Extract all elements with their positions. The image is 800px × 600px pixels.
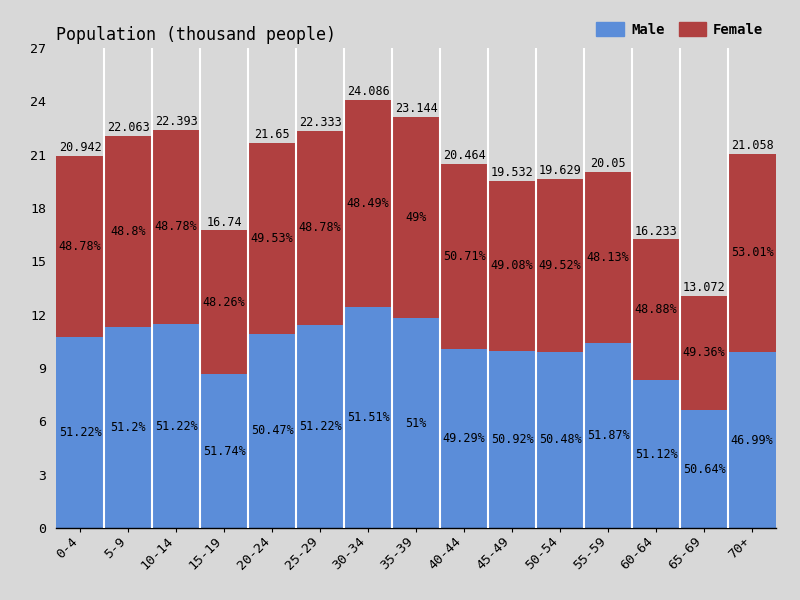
Bar: [632, 380, 680, 528]
Bar: [104, 136, 152, 327]
Text: 22.063: 22.063: [106, 121, 150, 134]
Bar: [584, 172, 632, 343]
Text: 51.51%: 51.51%: [346, 411, 390, 424]
Bar: [632, 239, 680, 380]
Text: 22.333: 22.333: [298, 116, 342, 129]
Text: 49%: 49%: [406, 211, 426, 224]
Bar: [344, 307, 392, 528]
Bar: [296, 325, 344, 528]
Text: 51.22%: 51.22%: [58, 426, 102, 439]
Text: 20.464: 20.464: [442, 149, 486, 163]
Text: 50.92%: 50.92%: [490, 433, 534, 446]
Text: 49.08%: 49.08%: [490, 259, 534, 272]
Text: 19.532: 19.532: [490, 166, 534, 179]
Text: 21.058: 21.058: [730, 139, 774, 152]
Bar: [56, 337, 104, 528]
Bar: [488, 181, 536, 351]
Text: 51.2%: 51.2%: [110, 421, 146, 434]
Bar: [728, 154, 776, 352]
Text: 49.29%: 49.29%: [442, 432, 486, 445]
Text: 19.629: 19.629: [538, 164, 582, 177]
Text: 48.26%: 48.26%: [202, 296, 246, 309]
Text: 48.88%: 48.88%: [634, 304, 678, 316]
Text: 16.74: 16.74: [206, 215, 242, 229]
Bar: [56, 155, 104, 337]
Text: 50.47%: 50.47%: [250, 424, 294, 437]
Text: 48.78%: 48.78%: [298, 221, 342, 235]
Text: 13.072: 13.072: [682, 281, 726, 294]
Bar: [392, 318, 440, 528]
Text: 51.87%: 51.87%: [586, 429, 630, 442]
Bar: [584, 343, 632, 528]
Bar: [728, 352, 776, 528]
Text: 22.393: 22.393: [154, 115, 198, 128]
Text: 46.99%: 46.99%: [730, 434, 774, 446]
Text: 50.64%: 50.64%: [682, 463, 726, 476]
Text: 23.144: 23.144: [394, 102, 438, 115]
Bar: [152, 324, 200, 528]
Text: 48.78%: 48.78%: [154, 220, 198, 233]
Text: 49.52%: 49.52%: [538, 259, 582, 272]
Text: 21.65: 21.65: [254, 128, 290, 142]
Text: 24.086: 24.086: [346, 85, 390, 98]
Text: 48.8%: 48.8%: [110, 225, 146, 238]
Text: 53.01%: 53.01%: [730, 247, 774, 259]
Bar: [152, 130, 200, 324]
Text: 51.22%: 51.22%: [298, 420, 342, 433]
Bar: [344, 100, 392, 307]
Bar: [248, 143, 296, 334]
Text: 51.22%: 51.22%: [154, 419, 198, 433]
Bar: [680, 410, 728, 528]
Text: 51.74%: 51.74%: [202, 445, 246, 458]
Text: 48.78%: 48.78%: [58, 240, 102, 253]
Text: 48.49%: 48.49%: [346, 197, 390, 210]
Text: 49.53%: 49.53%: [250, 232, 294, 245]
Bar: [488, 351, 536, 528]
Text: 51%: 51%: [406, 416, 426, 430]
Bar: [536, 352, 584, 528]
Bar: [200, 230, 248, 374]
Legend: Male, Female: Male, Female: [591, 17, 769, 43]
Bar: [680, 296, 728, 410]
Text: 20.05: 20.05: [590, 157, 626, 170]
Text: 51.12%: 51.12%: [634, 448, 678, 461]
Text: 50.48%: 50.48%: [538, 433, 582, 446]
Bar: [200, 374, 248, 528]
Text: Population (thousand people): Population (thousand people): [56, 26, 336, 44]
Bar: [440, 164, 488, 349]
Bar: [296, 131, 344, 325]
Bar: [536, 179, 584, 352]
Bar: [440, 349, 488, 528]
Text: 49.36%: 49.36%: [682, 346, 726, 359]
Bar: [248, 334, 296, 528]
Bar: [104, 327, 152, 528]
Text: 20.942: 20.942: [58, 141, 102, 154]
Text: 16.233: 16.233: [634, 224, 678, 238]
Text: 50.71%: 50.71%: [442, 250, 486, 263]
Text: 48.13%: 48.13%: [586, 251, 630, 264]
Bar: [392, 116, 440, 318]
